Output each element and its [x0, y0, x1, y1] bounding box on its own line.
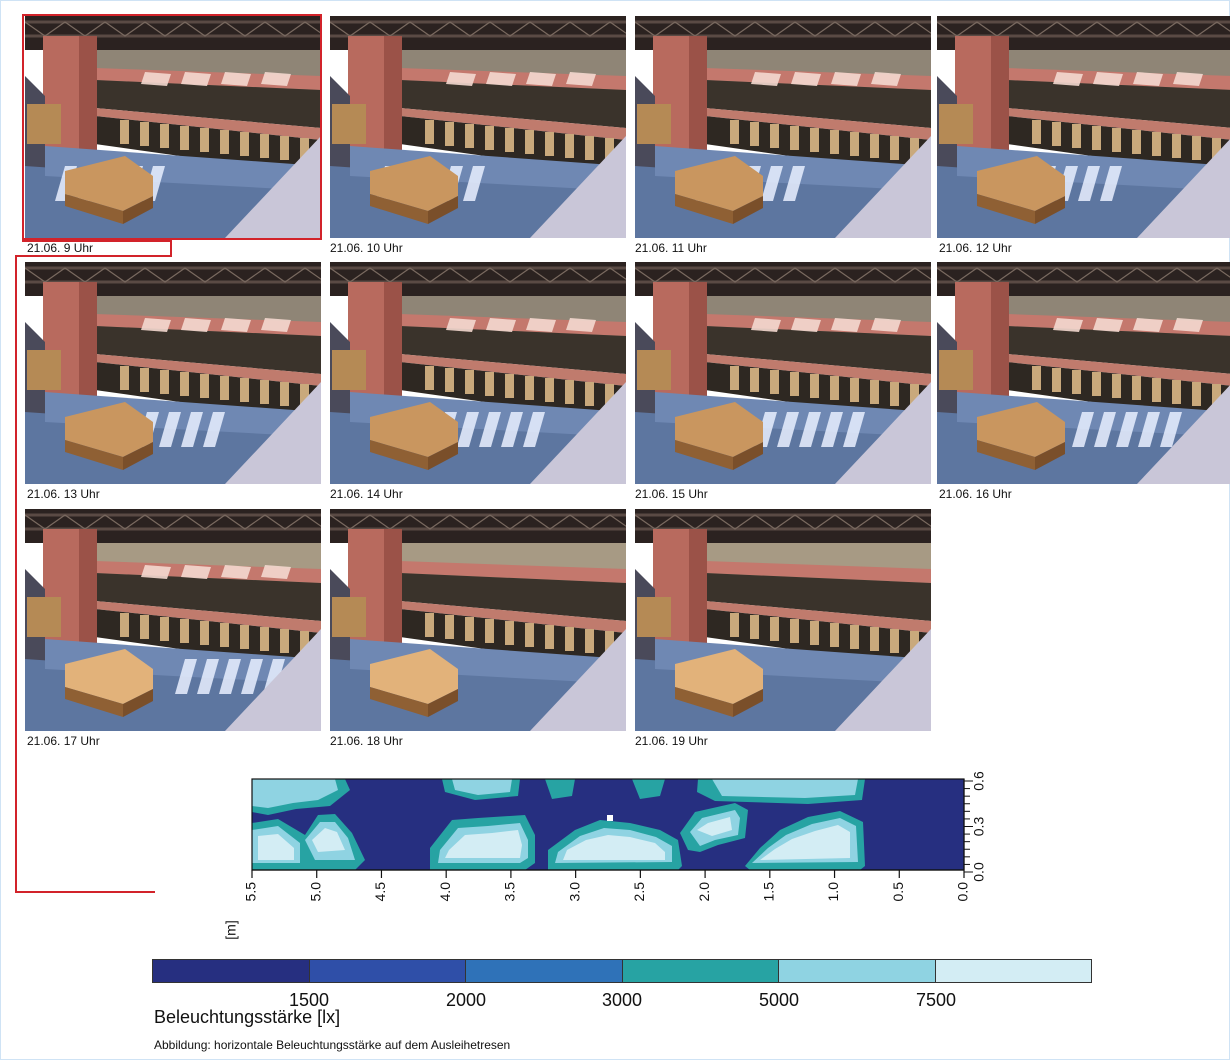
- x-tick-label: 0.0: [955, 882, 971, 902]
- x-tick-label: 3.5: [502, 882, 518, 902]
- colorbar-segment: [779, 960, 936, 982]
- render-image: [25, 16, 321, 238]
- render-thumbnail[interactable]: [937, 262, 1230, 484]
- render-image: [25, 262, 321, 484]
- connector-line: [170, 240, 172, 257]
- render-thumbnail[interactable]: [25, 509, 321, 731]
- render-image: [330, 262, 626, 484]
- colorbar-tick-label: 5000: [758, 990, 800, 1010]
- colorbar-tick-label: 1500: [288, 990, 330, 1010]
- render-image: [330, 16, 626, 238]
- x-tick-label: 5.0: [307, 882, 323, 902]
- heatmap-level-4: [252, 779, 865, 870]
- connector-line: [15, 255, 17, 893]
- colorbar-segment: [935, 960, 1091, 982]
- heatmap-level-5: [252, 779, 858, 863]
- thumbnail-caption: 21.06. 12 Uhr: [939, 241, 1012, 255]
- render-thumbnail[interactable]: [25, 262, 321, 484]
- y-tick-label: 0.6: [971, 771, 987, 791]
- x-axis: 5.5 5.0 4.5 4.0 3.5 3.0 2.5 2.0 1.5 1.0 0.5 0.0: [243, 869, 971, 902]
- heatmap-level-6: [258, 817, 850, 860]
- render-image: [25, 509, 321, 731]
- thumbnail-caption: 21.06. 17 Uhr: [27, 734, 100, 748]
- render-image: [330, 509, 626, 731]
- render-image: [635, 262, 931, 484]
- render-image: [635, 16, 931, 238]
- colorbar-segment: [466, 960, 623, 982]
- render-thumbnail[interactable]: [25, 16, 321, 238]
- colorbar-segment: [622, 960, 779, 982]
- colorbar-segment: [153, 960, 310, 982]
- colorbar-tick-label: 3000: [601, 990, 643, 1010]
- colorbar-tick-label: 2000: [445, 990, 487, 1010]
- y-tick-label: 0.3: [971, 817, 987, 837]
- thumbnail-caption: 21.06. 15 Uhr: [635, 487, 708, 501]
- render-thumbnail[interactable]: [635, 16, 931, 238]
- x-tick-label: 4.5: [372, 882, 388, 902]
- x-tick-label: 0.5: [890, 882, 906, 902]
- x-tick-label: 3.0: [566, 882, 582, 902]
- x-axis-label: [m]: [223, 920, 239, 939]
- y-tick-label: 0.0: [971, 862, 987, 882]
- render-image: [937, 16, 1230, 238]
- thumbnail-caption: 21.06. 16 Uhr: [939, 487, 1012, 501]
- x-tick-label: 1.0: [825, 882, 841, 902]
- render-thumbnail[interactable]: [330, 16, 626, 238]
- render-thumbnail[interactable]: [635, 509, 931, 731]
- connector-line: [15, 891, 155, 893]
- heatmap-plot: [251, 778, 965, 871]
- x-tick-label: 2.0: [696, 882, 712, 902]
- thumbnail-caption: 21.06. 13 Uhr: [27, 487, 100, 501]
- x-tick-label: 5.5: [243, 882, 259, 902]
- y-axis: 0.0 0.3 0.6: [963, 771, 987, 882]
- render-image: [937, 262, 1230, 484]
- thumbnail-caption: 21.06. 11 Uhr: [635, 241, 707, 255]
- x-tick-label: 4.0: [437, 882, 453, 902]
- colorbar-title: Beleuchtungsstärke [lx]: [154, 1007, 341, 1027]
- thumbnail-caption: 21.06. 19 Uhr: [635, 734, 708, 748]
- x-tick-label: 1.5: [761, 882, 777, 902]
- colorbar-segment: [309, 960, 466, 982]
- thumbnail-caption: 21.06. 9 Uhr: [27, 241, 94, 255]
- connector-line: [15, 255, 172, 257]
- connector-line: [22, 240, 172, 242]
- figure-caption: Abbildung: horizontale Beleuchtungsstärk…: [154, 1038, 511, 1052]
- thumbnail-caption: 21.06. 10 Uhr: [330, 241, 403, 255]
- thumbnail-caption: 21.06. 18 Uhr: [330, 734, 403, 748]
- heatmap-highlight-point: [607, 815, 613, 821]
- render-thumbnail[interactable]: [330, 262, 626, 484]
- colorbar: [152, 959, 1092, 983]
- colorbar-tick-label: 7500: [915, 990, 957, 1010]
- render-thumbnail[interactable]: [330, 509, 626, 731]
- x-tick-label: 2.5: [631, 882, 647, 902]
- render-image: [635, 509, 931, 731]
- render-thumbnail[interactable]: [635, 262, 931, 484]
- render-thumbnail[interactable]: [937, 16, 1230, 238]
- thumbnail-caption: 21.06. 14 Uhr: [330, 487, 403, 501]
